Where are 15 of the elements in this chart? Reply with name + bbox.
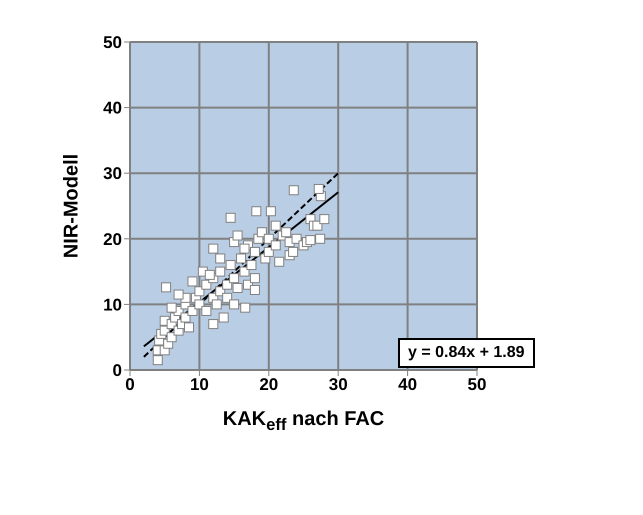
y-tick-label: 50 (103, 33, 122, 52)
x-tick-label: 40 (398, 375, 418, 394)
y-tick-label: 20 (103, 230, 122, 249)
x-tick-label: 20 (259, 375, 278, 394)
x-tick-label: 0 (125, 375, 135, 394)
x-tick-label: 30 (328, 375, 348, 394)
annotation: y = 0.84x + 1.89 (398, 338, 535, 368)
x-tick-label: 10 (190, 375, 209, 394)
y-tick-label: 40 (103, 98, 122, 118)
x-tick-label: 50 (468, 375, 486, 394)
y-axis-title: NIR-Modell (60, 154, 84, 258)
y-tick-label: 0 (112, 361, 122, 380)
y-tick-label: 30 (103, 164, 122, 184)
y-tick-label: 10 (103, 295, 122, 314)
x-axis-title: KAK$_{eff}$ nach FAC (222, 408, 386, 435)
